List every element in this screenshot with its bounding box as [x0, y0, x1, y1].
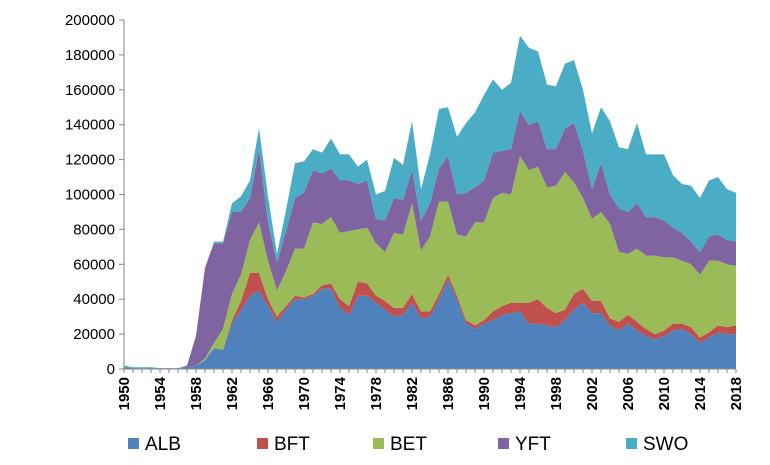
area-bft: [124, 273, 736, 369]
x-tick-label: 2018: [728, 377, 745, 410]
x-tick-label: 2006: [620, 377, 637, 410]
x-tick-label: 1954: [152, 376, 169, 410]
y-tick-label: 200000: [65, 12, 115, 29]
y-tick-label: 0: [107, 361, 115, 378]
x-tick-label: 1994: [512, 376, 529, 410]
y-tick-label: 120000: [65, 152, 115, 169]
area-bet: [124, 156, 736, 369]
legend-label-bft: BFT: [274, 434, 310, 455]
legend-label-bet: BET: [390, 434, 427, 455]
x-tick-label: 1950: [116, 377, 133, 410]
x-axis-tick-labels: 1950 1954 1958 1962 1966 1970 1974 1978 1982 1986…: [116, 369, 745, 410]
y-tick-label: 20000: [73, 326, 115, 343]
y-tick-label: 80000: [73, 221, 115, 238]
x-tick-label: 2010: [656, 377, 673, 410]
x-tick-label: 1998: [548, 377, 565, 410]
x-tick-label: 1978: [368, 377, 385, 410]
legend-swatch-yft: [498, 438, 509, 449]
legend-label-swo: SWO: [643, 434, 688, 455]
y-tick-label: 140000: [65, 117, 115, 134]
x-tick-label: 1986: [440, 377, 457, 410]
y-tick-label: 180000: [65, 47, 115, 64]
legend-swatch-alb: [128, 438, 139, 449]
area-alb: [124, 280, 736, 369]
y-axis-tick-labels: 0 20000 40000 60000 80000 100000 120000 140000 1…: [65, 12, 124, 378]
x-tick-label: 2002: [584, 377, 601, 410]
x-tick-label: 1990: [476, 377, 493, 410]
x-tick-label: 1958: [188, 377, 205, 410]
legend: ALB BFT BET YFT SWO: [128, 434, 688, 455]
x-tick-label: 1966: [260, 377, 277, 410]
legend-swatch-swo: [626, 438, 637, 449]
area-yft: [124, 110, 736, 370]
legend-label-yft: YFT: [515, 434, 551, 455]
legend-swatch-bft: [257, 438, 268, 449]
y-tick-label: 160000: [65, 82, 115, 99]
legend-label-alb: ALB: [145, 434, 181, 455]
x-tick-label: 1982: [404, 377, 421, 410]
x-tick-label: 1962: [224, 377, 241, 410]
legend-swatch-bet: [373, 438, 384, 449]
x-tick-label: 1970: [296, 377, 313, 410]
y-tick-label: 40000: [73, 291, 115, 308]
series-areas: [124, 35, 736, 370]
x-tick-label: 1974: [332, 376, 349, 410]
y-tick-label: 100000: [65, 187, 115, 204]
area-swo: [124, 35, 736, 369]
y-tick-label: 60000: [73, 256, 115, 273]
x-tick-label: 2014: [692, 376, 709, 410]
